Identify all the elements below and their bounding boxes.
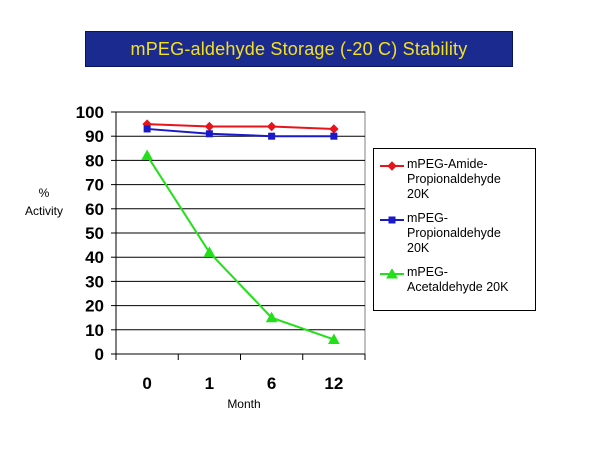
y-tick-label: 0 xyxy=(95,345,104,364)
chart-title: mPEG-aldehyde Storage (-20 C) Stability xyxy=(130,38,468,59)
data-point xyxy=(268,132,276,140)
y-axis-title: % Activity xyxy=(25,186,63,218)
x-tick-label: 1 xyxy=(205,374,214,393)
y-tick-label: 50 xyxy=(85,224,104,243)
y-tick-label: 70 xyxy=(85,176,104,195)
data-point xyxy=(143,125,151,133)
x-tick-label: 0 xyxy=(142,374,151,393)
x-axis-title: Month xyxy=(227,397,260,411)
legend-marker xyxy=(388,216,396,224)
legend-swatch xyxy=(380,269,404,279)
data-point xyxy=(330,132,338,140)
series-line xyxy=(147,127,334,138)
legend-marker xyxy=(386,269,398,279)
y-tick-label: 60 xyxy=(85,200,104,219)
data-point xyxy=(328,333,340,344)
data-point xyxy=(265,311,278,323)
series-line xyxy=(146,155,335,341)
legend-label: mPEG- Acetaldehyde 20K xyxy=(407,265,509,294)
chart-legend: mPEG-Amide- Propionaldehyde 20K mPEG- Pro… xyxy=(373,148,536,311)
y-tick-label: 100 xyxy=(76,103,104,122)
data-point xyxy=(205,130,213,138)
legend-swatch xyxy=(380,161,404,171)
x-tick-label: 6 xyxy=(267,374,276,393)
legend-label: mPEG- Propionaldehyde 20K xyxy=(407,211,501,255)
y-tick-label: 30 xyxy=(85,272,104,291)
legend-marker xyxy=(387,161,397,171)
y-tick-label: 80 xyxy=(85,151,104,170)
data-point xyxy=(266,121,277,132)
y-tick-label: 90 xyxy=(85,127,104,146)
data-point xyxy=(141,149,153,161)
data-point xyxy=(203,246,216,257)
legend-label: mPEG-Amide- Propionaldehyde 20K xyxy=(407,157,501,201)
y-tick-label: 40 xyxy=(85,248,104,267)
chart-title-box: mPEG-aldehyde Storage (-20 C) Stability xyxy=(85,31,513,67)
y-tick-label: 20 xyxy=(85,297,104,316)
series-line xyxy=(147,123,334,130)
x-tick-label: 12 xyxy=(324,374,343,393)
legend-swatch xyxy=(380,216,404,224)
y-tick-label: 10 xyxy=(85,321,104,340)
